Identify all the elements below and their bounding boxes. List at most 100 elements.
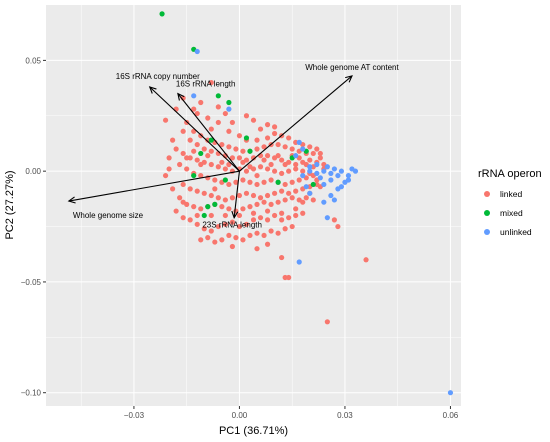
point-linked xyxy=(254,172,260,179)
point-unlinked xyxy=(352,168,359,174)
point-linked xyxy=(307,157,313,163)
loading-arrow-shaft xyxy=(68,170,240,202)
point-linked xyxy=(272,168,278,174)
point-linked xyxy=(310,197,316,203)
x-axis-title: PC1 (36.71%) xyxy=(219,425,288,437)
point-linked xyxy=(173,106,179,112)
point-linked xyxy=(240,148,246,154)
point-linked xyxy=(247,164,253,170)
point-linked xyxy=(191,148,197,154)
point-linked xyxy=(184,166,190,172)
point-linked xyxy=(247,232,253,239)
point-linked xyxy=(314,146,320,152)
legend-swatch-unlinked xyxy=(484,228,490,235)
y-tick-label: 0.00 xyxy=(25,167,41,176)
point-unlinked xyxy=(328,170,334,176)
loading-arrows xyxy=(67,75,353,219)
point-linked xyxy=(226,232,232,239)
point-linked xyxy=(307,144,313,150)
point-linked xyxy=(275,141,281,148)
point-linked xyxy=(236,212,243,219)
point-linked xyxy=(289,146,295,152)
loading-label: Whole genome AT content xyxy=(305,63,399,72)
point-linked xyxy=(303,195,309,201)
point-linked xyxy=(236,223,243,230)
point-linked xyxy=(247,179,253,185)
point-linked xyxy=(201,146,207,152)
point-linked xyxy=(279,210,285,216)
point-linked xyxy=(222,166,228,172)
point-linked xyxy=(162,172,169,179)
legend: rRNA operon linked mixed unlinked xyxy=(478,168,542,241)
point-linked xyxy=(205,235,211,241)
point-linked xyxy=(215,164,221,170)
point-linked xyxy=(243,221,250,227)
x-tick-label: −0.03 xyxy=(124,411,145,420)
point-linked xyxy=(279,254,285,261)
point-unlinked xyxy=(296,139,302,145)
loading-label: 16S rRNA copy number xyxy=(116,72,200,81)
point-linked xyxy=(250,117,257,123)
point-linked xyxy=(254,181,260,188)
point-linked xyxy=(279,188,285,194)
point-linked xyxy=(173,208,179,214)
point-linked xyxy=(310,150,316,157)
point-linked xyxy=(191,204,197,210)
point-unlinked xyxy=(447,390,454,396)
point-unlinked xyxy=(328,177,334,183)
point-linked xyxy=(240,237,246,243)
point-linked xyxy=(257,215,264,221)
point-unlinked xyxy=(307,168,313,174)
point-linked xyxy=(177,195,183,201)
loading-label: Whole genome size xyxy=(73,211,144,220)
point-mixed xyxy=(191,172,197,179)
point-linked xyxy=(219,204,225,210)
point-linked xyxy=(293,161,299,168)
point-linked xyxy=(261,157,267,163)
point-linked xyxy=(286,168,292,174)
point-linked xyxy=(194,157,200,163)
point-linked xyxy=(236,133,243,139)
point-linked xyxy=(293,212,299,219)
point-linked xyxy=(363,257,369,263)
point-linked xyxy=(293,206,299,212)
point-linked xyxy=(173,146,179,152)
point-linked xyxy=(250,210,257,216)
point-mixed xyxy=(212,201,218,207)
point-linked xyxy=(215,119,221,126)
point-linked xyxy=(247,204,253,210)
point-linked xyxy=(261,232,267,239)
point-linked xyxy=(261,199,267,205)
point-unlinked xyxy=(324,164,330,170)
point-linked xyxy=(279,170,285,176)
loading-label: 23S rRNA length xyxy=(202,221,262,230)
x-tick-label: 0.00 xyxy=(232,411,248,420)
point-unlinked xyxy=(331,166,337,172)
point-linked xyxy=(293,166,299,172)
point-linked xyxy=(250,217,257,223)
point-mixed xyxy=(159,11,165,17)
point-linked xyxy=(264,241,271,247)
loading-arrow-head xyxy=(148,86,157,94)
point-unlinked xyxy=(345,177,352,183)
point-linked xyxy=(226,144,232,150)
point-linked xyxy=(257,195,264,201)
point-linked xyxy=(272,124,278,130)
point-linked xyxy=(170,137,176,143)
point-mixed xyxy=(201,212,207,219)
point-linked xyxy=(300,199,306,205)
legend-title: rRNA operon xyxy=(478,168,542,180)
point-linked xyxy=(229,155,235,161)
point-linked xyxy=(208,79,214,86)
x-axis-ticks: −0.03 0.00 0.03 0.06 xyxy=(124,406,459,420)
legend-label-linked: linked xyxy=(500,188,523,199)
point-linked xyxy=(194,110,200,117)
point-mixed xyxy=(247,148,253,154)
point-linked xyxy=(208,212,214,219)
point-unlinked xyxy=(296,259,302,265)
point-linked xyxy=(229,243,235,250)
point-linked xyxy=(286,190,292,196)
point-linked xyxy=(180,215,186,221)
loading-arrow-head xyxy=(67,196,76,204)
y-tick-label: −0.10 xyxy=(21,389,42,398)
